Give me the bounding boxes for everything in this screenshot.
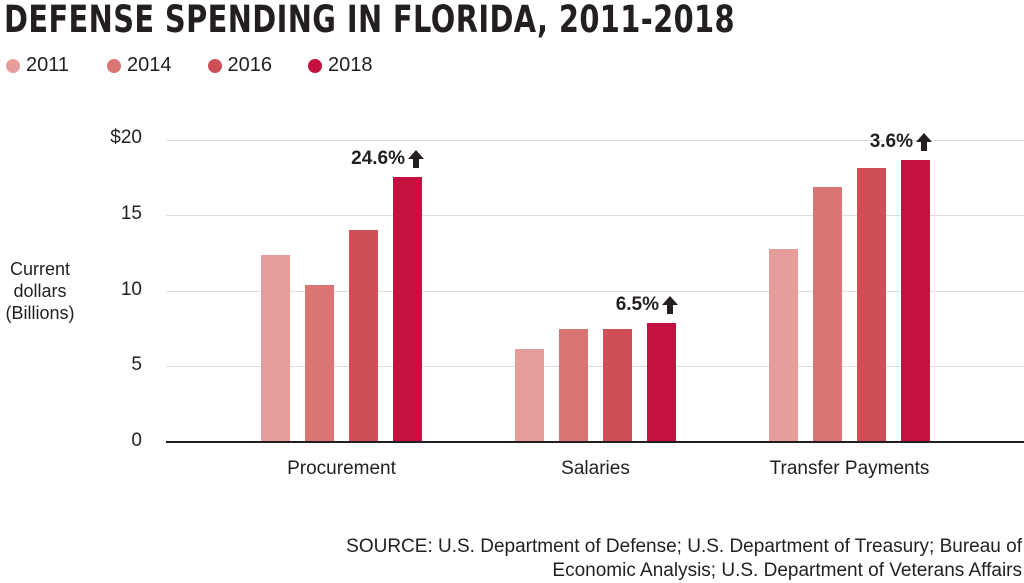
bar-transfer-payments-2018 — [901, 160, 930, 441]
legend-swatch-icon — [308, 58, 323, 73]
change-percent: 6.5% — [615, 294, 659, 316]
y-tick: 5 — [131, 354, 142, 375]
source-note: SOURCE: U.S. Department of Defense; U.S.… — [262, 535, 1022, 583]
source-line: SOURCE: U.S. Department of Defense; U.S.… — [346, 536, 1022, 557]
y-tick: $20 — [110, 127, 142, 148]
gridline — [166, 291, 1024, 292]
change-annotation: 6.5% — [616, 294, 678, 316]
chart-title: DEFENSE SPENDING IN FLORIDA, 2011-2018 — [4, 0, 735, 41]
legend-item-2011: 2011 — [6, 54, 69, 77]
bar-salaries-2018 — [647, 323, 676, 441]
x-category-label: Procurement — [287, 458, 396, 479]
bar-procurement-2014 — [305, 285, 334, 441]
x-category-label: Salaries — [561, 458, 630, 479]
source-line: Economic Analysis; U.S. Department of Ve… — [552, 560, 1022, 581]
bar-procurement-2018 — [393, 176, 422, 441]
y-tick: 15 — [120, 203, 142, 224]
y-tick: 0 — [131, 430, 142, 451]
bar-transfer-payments-2016 — [857, 167, 886, 441]
x-category-label: Transfer Payments — [769, 458, 930, 479]
arrow-up-icon — [408, 149, 424, 168]
y-axis-label: Current dollars (Billions) — [0, 258, 80, 324]
arrow-up-icon — [916, 133, 932, 152]
change-annotation: 24.6% — [351, 148, 424, 170]
bar-transfer-payments-2011 — [769, 249, 798, 441]
gridline — [166, 140, 1024, 141]
legend-swatch-icon — [6, 58, 20, 73]
legend-swatch-icon — [207, 58, 222, 73]
bar-salaries-2016 — [603, 329, 632, 441]
legend-label: 2018 — [328, 54, 373, 76]
change-percent: 24.6% — [351, 147, 405, 169]
legend-item-2018: 2018 — [308, 54, 373, 77]
x-axis-baseline — [166, 441, 1024, 443]
y-axis-label-line: Current — [9, 259, 71, 279]
y-axis-label-line: (Billions) — [5, 303, 75, 323]
gridline — [166, 366, 1024, 367]
y-tick: 10 — [120, 279, 142, 300]
legend-label: 2011 — [26, 54, 70, 76]
legend-swatch-icon — [107, 58, 122, 73]
legend-label: 2016 — [227, 54, 273, 76]
arrow-up-icon — [662, 296, 678, 315]
legend-label: 2014 — [127, 54, 172, 76]
bar-salaries-2014 — [559, 329, 588, 441]
y-axis-label-line: dollars — [13, 281, 67, 301]
bar-procurement-2011 — [261, 255, 290, 441]
plot-area — [166, 140, 1024, 443]
change-percent: 3.6% — [869, 131, 913, 153]
change-annotation: 3.6% — [870, 131, 932, 153]
legend-item-2016: 2016 — [207, 54, 273, 77]
bar-salaries-2011 — [515, 348, 544, 441]
gridline — [166, 215, 1024, 216]
bar-transfer-payments-2014 — [813, 187, 842, 441]
legend-item-2014: 2014 — [107, 54, 172, 77]
legend: 2011 2014 2016 2018 — [6, 54, 409, 77]
bar-procurement-2016 — [349, 229, 378, 441]
